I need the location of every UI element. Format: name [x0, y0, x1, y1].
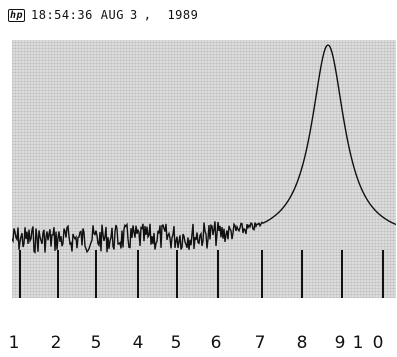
instrument-display [12, 40, 396, 298]
marker-label: 2 [50, 333, 62, 353]
signal-trace [12, 44, 396, 254]
marker-label: 1 [352, 333, 364, 353]
timestamp-time: 18:54:36 [31, 8, 93, 22]
date-year: 1989 [167, 8, 199, 22]
status-header: hp 18:54:36 AUG 3 , 1989 [8, 6, 198, 24]
marker-label: 0 [372, 333, 384, 353]
marker-label: 5 [90, 333, 102, 353]
date-separator: , [143, 8, 152, 22]
date-day: 3 [129, 8, 138, 22]
marker-label: 4 [132, 333, 144, 353]
marker-label: 6 [210, 333, 222, 353]
marker-label: 9 [334, 333, 346, 353]
date-month: AUG [100, 8, 124, 22]
marker-label: 7 [254, 333, 266, 353]
marker-label: 8 [296, 333, 308, 353]
signal-plot [12, 44, 396, 298]
hp-logo-icon: hp [8, 8, 25, 22]
marker-label: 1 [8, 333, 20, 353]
marker-label: 5 [170, 333, 182, 353]
